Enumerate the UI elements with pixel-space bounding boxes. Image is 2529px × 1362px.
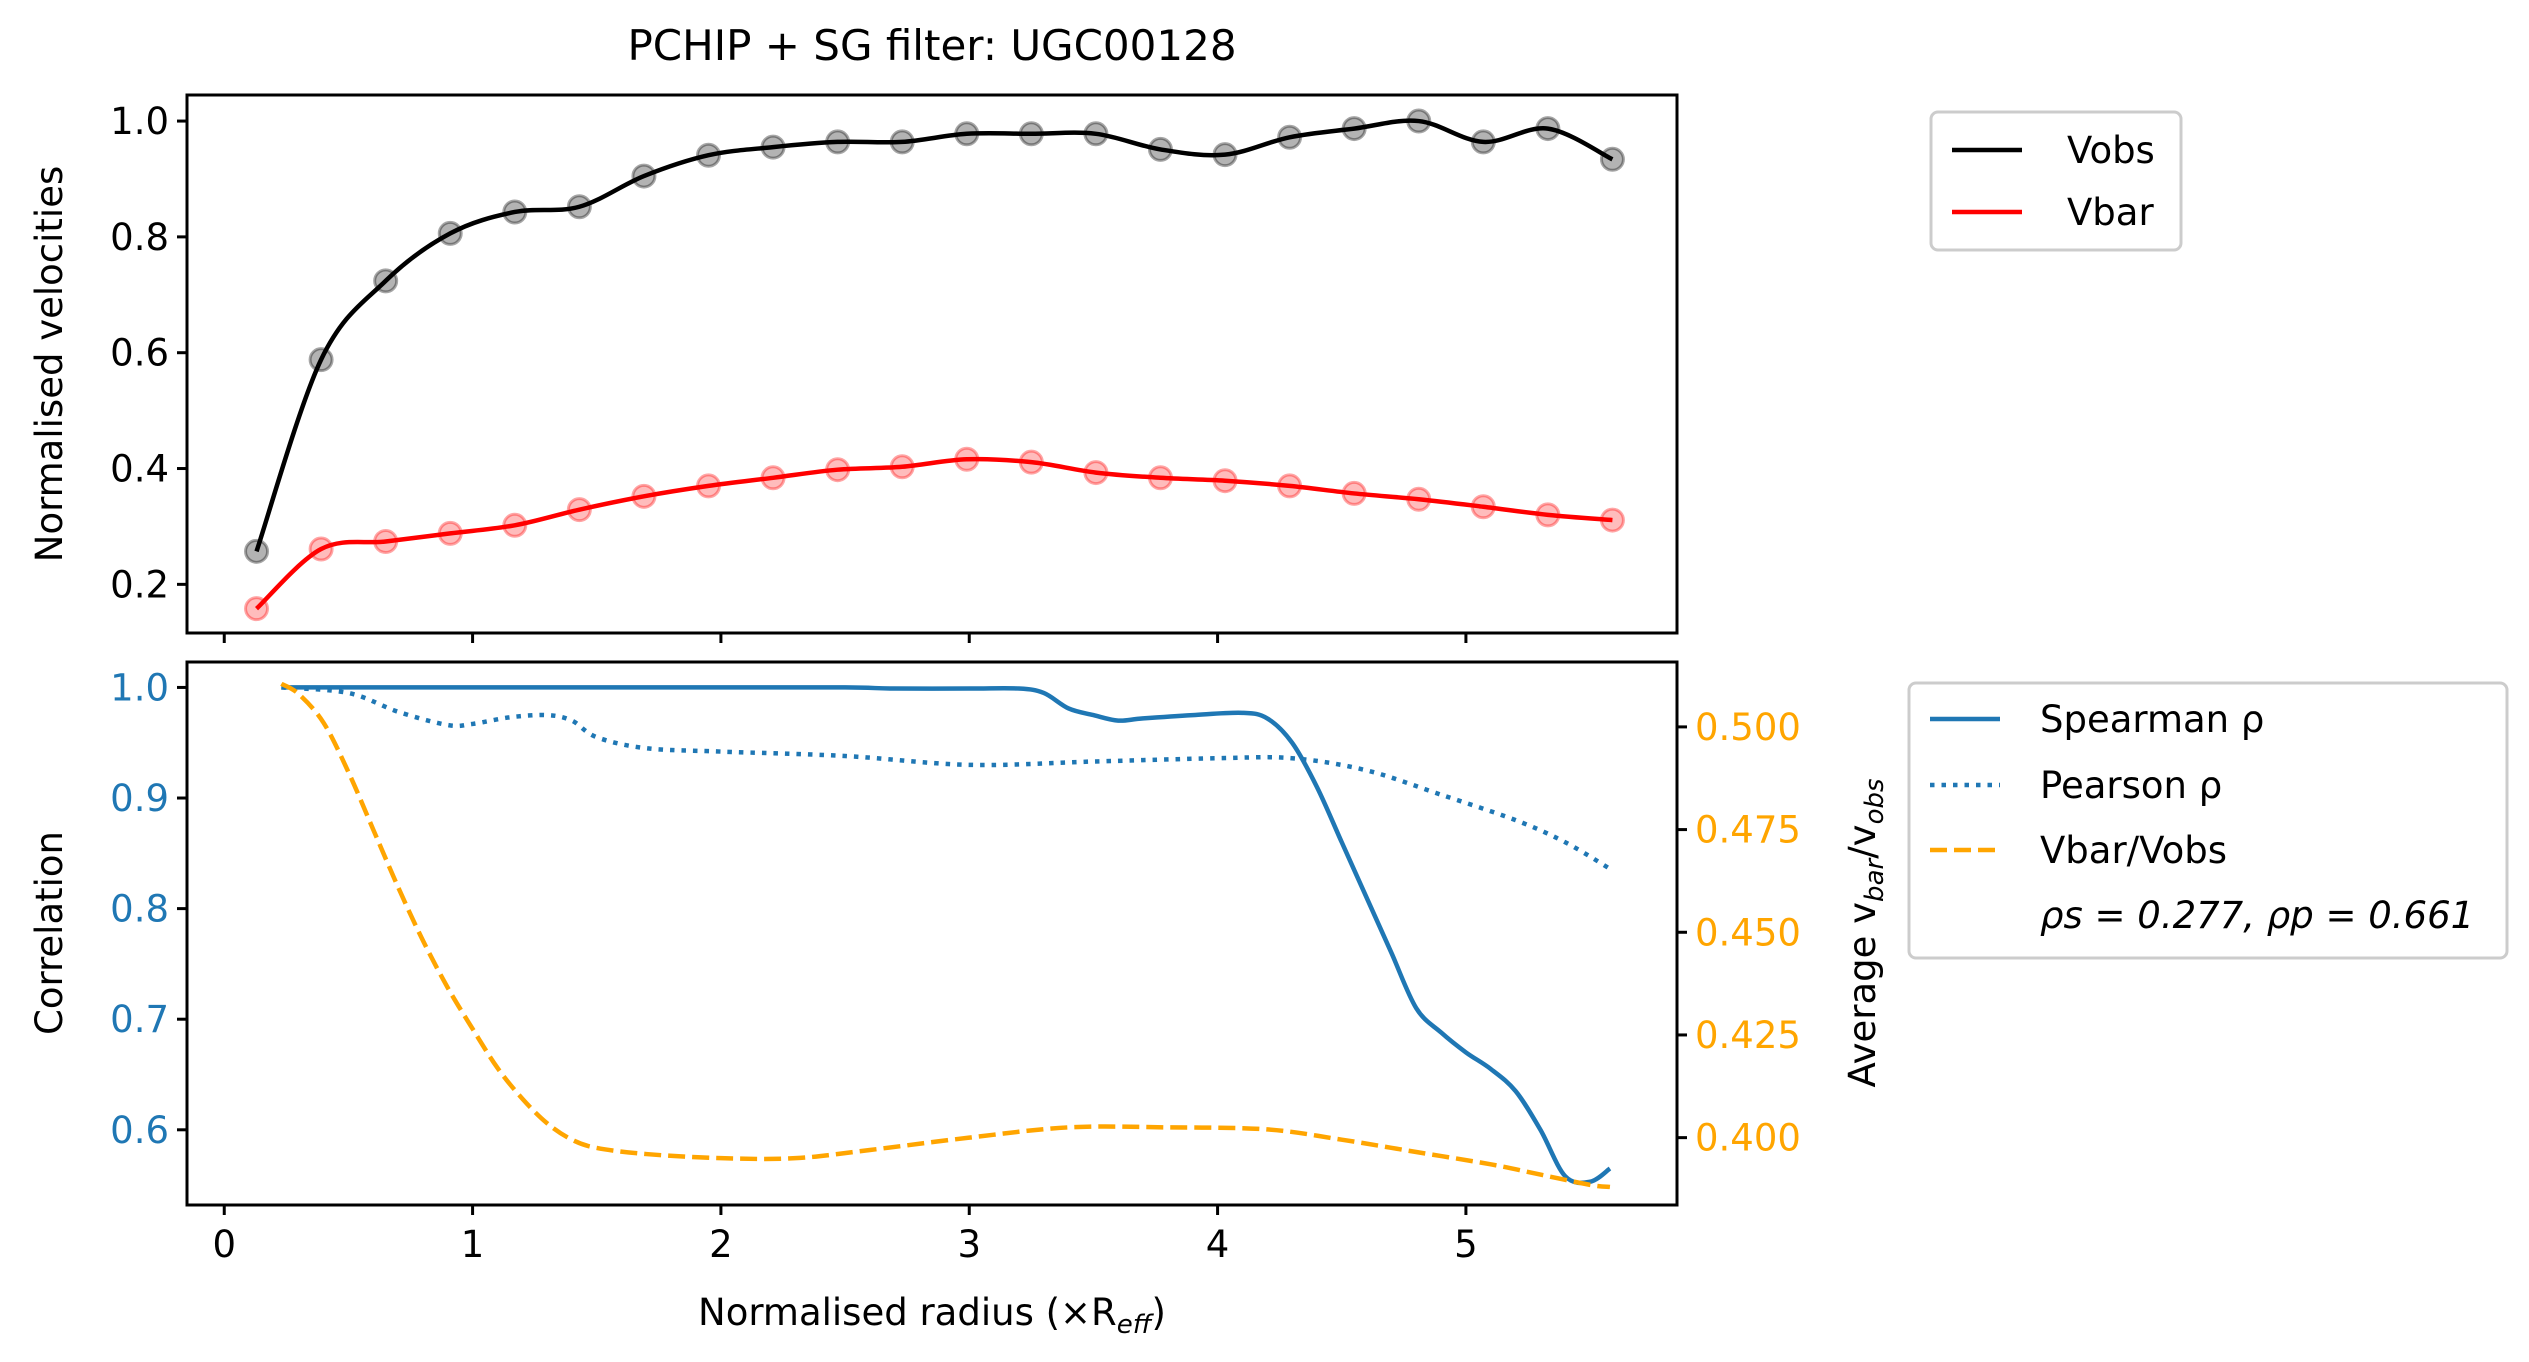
bottom-xtick-label: 5 — [1454, 1223, 1478, 1266]
legend-label-vobs: Vobs — [2067, 129, 2155, 172]
bottom-y2tick-label: 0.425 — [1695, 1014, 1801, 1057]
bottom-xtick-label: 0 — [212, 1223, 236, 1266]
bottom-legend: Spearman ρ Pearson ρ Vbar/Vobs ρs = 0.27… — [1907, 681, 2509, 960]
bottom-xtick-label: 1 — [461, 1223, 485, 1266]
series-line-vbar-vobs — [280, 681, 1611, 1190]
bottom-xtick-label: 4 — [1206, 1223, 1230, 1266]
top-ytick-label: 0.8 — [110, 216, 169, 259]
legend-label-ratio: Vbar/Vobs — [2040, 829, 2227, 872]
bottom-ytick-label: 0.6 — [110, 1109, 169, 1152]
series-line-pearson — [281, 685, 1612, 871]
bottom-ytick-label: 0.9 — [110, 777, 169, 820]
bottom-y2tick-label: 0.400 — [1695, 1117, 1801, 1160]
bottom-y2tick-label: 0.475 — [1695, 809, 1801, 852]
bottom-ytick-label: 0.7 — [110, 998, 169, 1041]
series-line-vbar — [254, 456, 1613, 611]
top-ytick-label: 0.6 — [110, 332, 169, 375]
bottom-ytick-label: 0.8 — [110, 888, 169, 931]
top-legend: Vobs Vbar — [1929, 110, 2183, 252]
top-axes-frame — [185, 93, 1679, 635]
bottom-xtick-label: 2 — [709, 1223, 733, 1266]
series-line-spearman — [281, 685, 1612, 1186]
bottom-xtick-label: 3 — [957, 1223, 981, 1266]
bottom-y2tick-label: 0.500 — [1695, 706, 1801, 749]
top-ytick-label: 0.4 — [110, 448, 169, 491]
bottom-panel: 0.6 0.7 0.8 0.9 1.0 0.400 0.425 0.450 0.475 0.500… — [28, 660, 1890, 1340]
bottom-ylabel: Correlation — [28, 831, 71, 1035]
bottom-xlabel: Normalised radius (×Reff) — [698, 1291, 1166, 1340]
top-ylabel: Normalised velocities — [28, 166, 71, 562]
chart-title: PCHIP + SG filter: UGC00128 — [627, 21, 1236, 70]
series-line-vobs — [254, 118, 1614, 553]
bottom-y2label: Average vbar/vobs — [1841, 778, 1890, 1087]
legend-annotation: ρs = 0.277, ρp = 0.661 — [2040, 894, 2474, 937]
bottom-y2tick-label: 0.450 — [1695, 911, 1801, 954]
bottom-ytick-label: 1.0 — [110, 666, 169, 709]
top-ytick-label: 0.2 — [110, 563, 169, 606]
legend-label-pearson: Pearson ρ — [2040, 764, 2222, 807]
legend-label-vbar: Vbar — [2067, 191, 2154, 234]
legend-label-spearman: Spearman ρ — [2040, 698, 2264, 741]
top-ytick-label: 1.0 — [110, 100, 169, 143]
top-panel: 0.2 0.4 0.6 0.8 1.0 Normalised velocities — [28, 93, 1679, 643]
